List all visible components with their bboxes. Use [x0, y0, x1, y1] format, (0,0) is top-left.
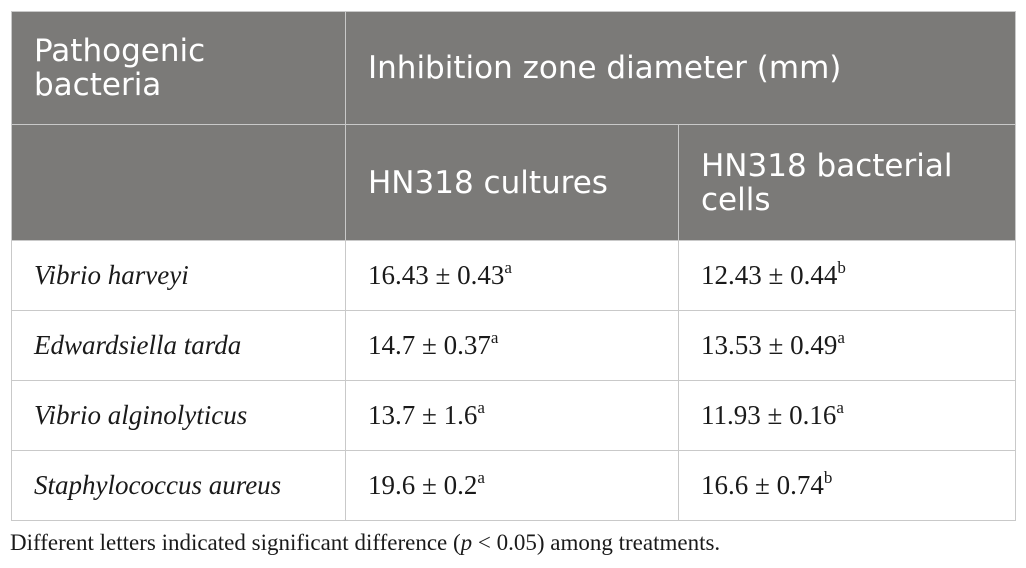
cultures-cell: 16.43 ± 0.43a — [345, 240, 679, 311]
header-hn318-cultures: HN318 cultures — [345, 124, 679, 241]
table-row: Vibrio alginolyticus 13.7 ± 1.6a 11.93 ±… — [11, 380, 1017, 451]
cultures-cell: 19.6 ± 0.2a — [345, 450, 679, 521]
inhibition-zone-table: Pathogenic bacteria Inhibition zone diam… — [11, 11, 1017, 521]
cultures-cell: 13.7 ± 1.6a — [345, 380, 679, 451]
cells-cell: 12.43 ± 0.44b — [677, 240, 1017, 311]
cells-cell: 16.6 ± 0.74b — [677, 450, 1017, 521]
cultures-superscript: a — [504, 258, 512, 277]
cells-value: 13.53 ± 0.49 — [701, 330, 838, 360]
cultures-value: 16.43 ± 0.43 — [368, 260, 505, 290]
cultures-cell: 14.7 ± 0.37a — [345, 310, 679, 381]
species-cell: Edwardsiella tarda — [11, 310, 346, 381]
table-row: Vibrio harveyi 16.43 ± 0.43a 12.43 ± 0.4… — [11, 240, 1017, 311]
footnote-p-symbol: p — [460, 530, 473, 555]
cultures-value: 13.7 ± 1.6 — [368, 400, 478, 430]
table-footnote: Different letters indicated significant … — [10, 530, 720, 556]
species-cell: Staphylococcus aureus — [11, 450, 346, 521]
species-cell: Vibrio harveyi — [11, 240, 346, 311]
cultures-superscript: a — [477, 468, 485, 487]
table-row: Edwardsiella tarda 14.7 ± 0.37a 13.53 ± … — [11, 310, 1017, 381]
footnote-text-after: < 0.05) among treatments. — [472, 530, 721, 555]
cells-superscript: a — [837, 328, 845, 347]
cultures-value: 14.7 ± 0.37 — [368, 330, 491, 360]
cultures-superscript: a — [477, 398, 485, 417]
table-row: Staphylococcus aureus 19.6 ± 0.2a 16.6 ±… — [11, 450, 1017, 521]
cultures-superscript: a — [490, 328, 499, 347]
header-hn318-bacterial-cells: HN318 bacterial cells — [677, 124, 1017, 241]
header-row-1: Pathogenic bacteria Inhibition zone diam… — [11, 11, 1017, 125]
cells-cell: 11.93 ± 0.16a — [677, 380, 1017, 451]
cultures-value: 19.6 ± 0.2 — [368, 470, 478, 500]
cells-value: 12.43 ± 0.44 — [701, 260, 838, 290]
cells-value: 11.93 ± 0.16 — [701, 400, 837, 430]
header-row-2: HN318 cultures HN318 bacterial cells — [11, 124, 1017, 241]
header-pathogenic-bacteria: Pathogenic bacteria — [11, 11, 346, 125]
header-empty-cell — [11, 124, 346, 241]
cells-value: 16.6 ± 0.74 — [701, 470, 824, 500]
species-cell: Vibrio alginolyticus — [11, 380, 346, 451]
footnote-text-before: Different letters indicated significant … — [10, 530, 461, 555]
cells-superscript: b — [823, 468, 833, 487]
cells-cell: 13.53 ± 0.49a — [677, 310, 1017, 381]
header-inhibition-zone-diameter: Inhibition zone diameter (mm) — [344, 11, 1017, 125]
cells-superscript: b — [837, 258, 846, 277]
cells-superscript: a — [836, 398, 844, 417]
